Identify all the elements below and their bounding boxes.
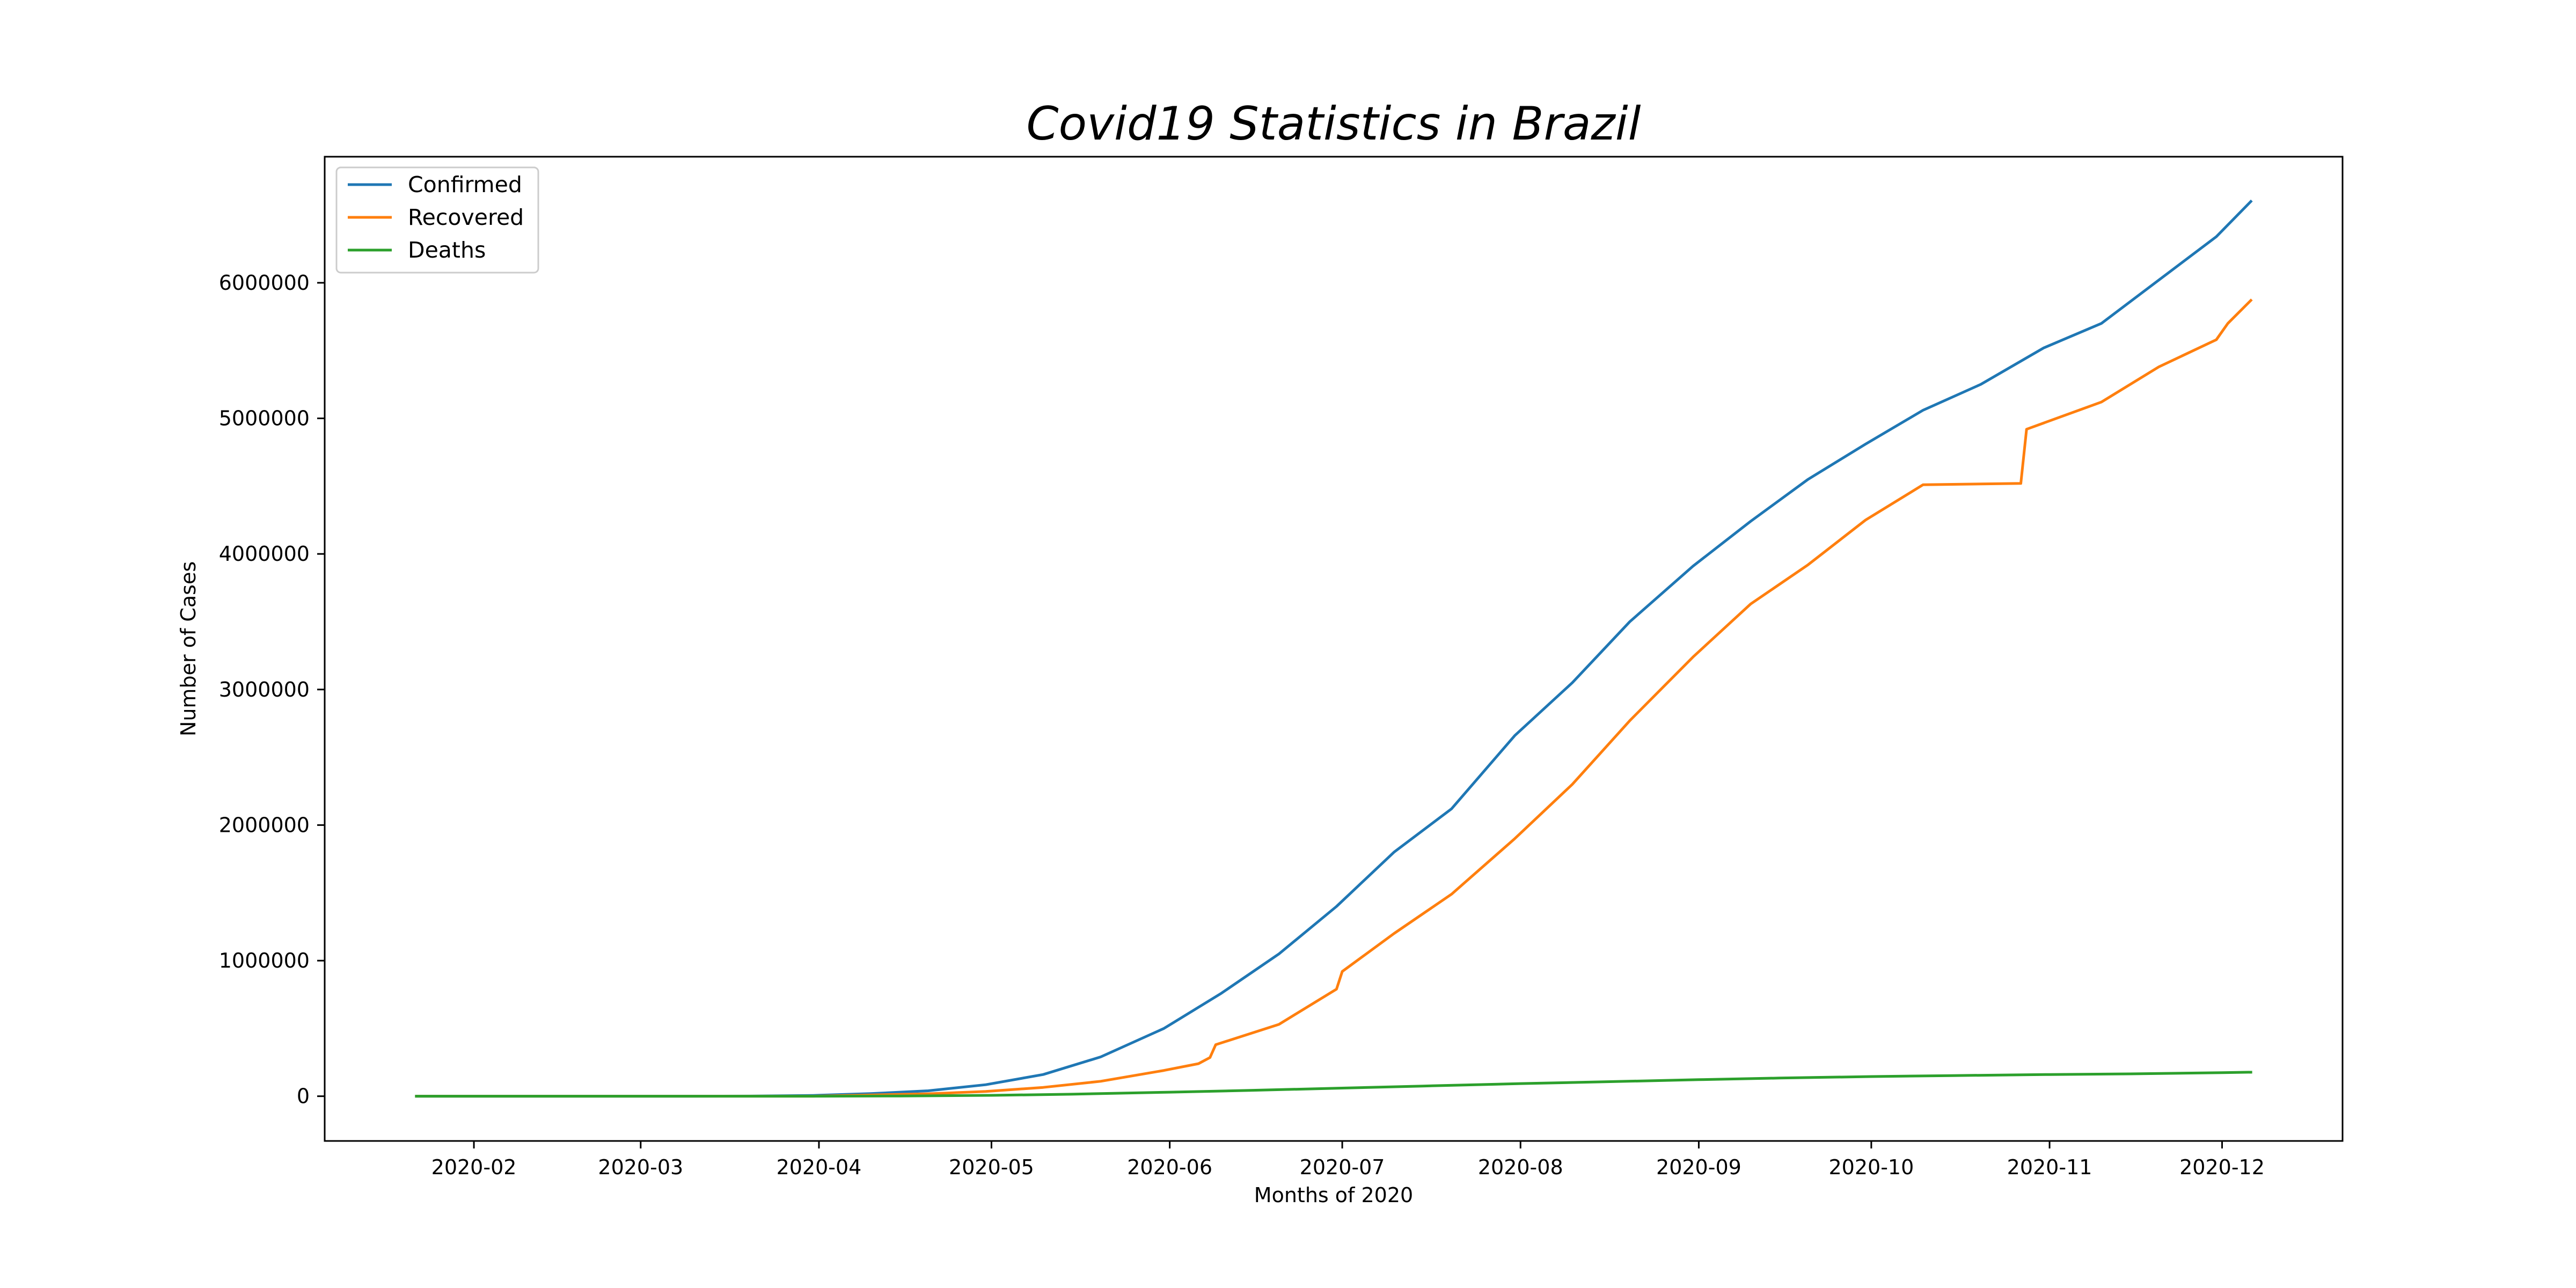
legend-entries: Confirmed Recovered Deaths: [348, 172, 524, 263]
y-tick-label: 1000000: [219, 949, 310, 972]
legend-label-deaths: Deaths: [408, 237, 486, 263]
y-axis: 0 1000000 2000000 3000000 4000000 5000000 6000…: [219, 271, 325, 1108]
series-line-deaths: [415, 1071, 2252, 1098]
legend-frame: [335, 166, 539, 274]
y-tick-label: 6000000: [219, 271, 310, 295]
chart-title: Covid19 Statistics in Brazil: [1026, 97, 1641, 151]
series-line-confirmed: [415, 199, 2253, 1098]
x-tick-label: 2020-05: [949, 1155, 1034, 1179]
y-tick-label: 2000000: [219, 813, 310, 837]
legend-label-recovered: Recovered: [408, 204, 524, 230]
y-axis-label: Number of Cases: [177, 561, 200, 736]
x-tick-label: 2020-10: [1828, 1155, 1914, 1179]
legend-label-confirmed: Confirmed: [408, 172, 522, 197]
y-tick-label: 5000000: [219, 407, 310, 430]
x-tick-label: 2020-09: [1656, 1155, 1741, 1179]
series-line-recovered: [415, 298, 2253, 1098]
y-tick-label: 3000000: [219, 678, 310, 701]
y-tick-label: 4000000: [219, 542, 310, 566]
y-tick-label: 0: [297, 1085, 310, 1108]
plot-frame: [324, 156, 2344, 1142]
x-axis: 2020-02 2020-03 2020-04 2020-05 2020-06 2020-…: [431, 1141, 2265, 1179]
x-tick-label: 2020-03: [598, 1155, 683, 1179]
series-layer: [415, 199, 2253, 1098]
x-tick-label: 2020-07: [1300, 1155, 1385, 1179]
x-tick-label: 2020-08: [1478, 1155, 1563, 1179]
legend: Confirmed Recovered Deaths: [335, 166, 539, 274]
x-tick-label: 2020-11: [2007, 1155, 2092, 1179]
x-tick-label: 2020-12: [2179, 1155, 2265, 1179]
x-tick-label: 2020-02: [431, 1155, 517, 1179]
x-axis-label: Months of 2020: [1254, 1183, 1413, 1207]
x-tick-label: 2020-06: [1127, 1155, 1212, 1179]
x-tick-label: 2020-04: [777, 1155, 862, 1179]
